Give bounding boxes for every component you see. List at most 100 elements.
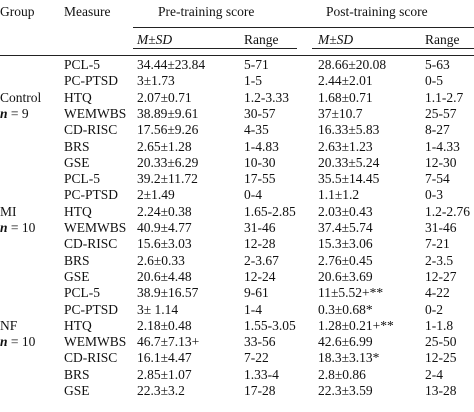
- cell-pre-msd: 2±1.49: [137, 187, 175, 203]
- cell-post-msd: 18.3±3.13*: [318, 350, 380, 366]
- cell-pre-msd: 2.6±0.33: [137, 252, 185, 268]
- cell-post-range: 4-22: [425, 285, 450, 301]
- cell-pre-range: 12-28: [244, 236, 276, 252]
- cell-measure: HTQ: [64, 89, 92, 105]
- cell-measure: CD-RISC: [64, 236, 118, 252]
- cell-post-range: 7-21: [425, 236, 450, 252]
- group-name: MI: [0, 203, 17, 219]
- cell-post-msd: 42.6±6.99: [318, 334, 373, 350]
- cell-measure: PC-PTSD: [64, 73, 119, 89]
- group-sample-size: n = 10: [0, 221, 35, 235]
- cell-post-range: 25-57: [425, 105, 457, 121]
- cell-pre-range: 9-61: [244, 285, 269, 301]
- cell-post-msd: 2.03±0.43: [318, 203, 373, 219]
- cell-post-msd: 37.4±5.74: [318, 220, 373, 235]
- cell-post-msd: 1.28±0.21+**: [318, 317, 394, 333]
- cell-measure: HTQ: [64, 203, 92, 219]
- cell-pre-range: 12-24: [244, 268, 276, 284]
- cell-pre-msd: 46.7±7.13+: [137, 334, 200, 350]
- cell-pre-range: 1.55-3.05: [244, 317, 296, 333]
- cell-measure: PC-PTSD: [64, 301, 119, 317]
- n-value: = 9: [7, 105, 29, 121]
- subheader-post-msd: M±SD: [318, 32, 354, 47]
- cell-pre-msd: 2.07±0.71: [137, 89, 192, 105]
- cell-measure: GSE: [64, 268, 90, 284]
- cell-pre-range: 0-4: [244, 187, 262, 203]
- cell-post-range: 8-27: [425, 122, 450, 138]
- cell-post-msd: 16.33±5.83: [318, 122, 380, 138]
- cell-post-msd: 35.5±14.45: [318, 171, 380, 187]
- cell-measure: BRS: [64, 252, 90, 268]
- cell-pre-range: 31-46: [244, 220, 276, 235]
- cell-post-range: 0-3: [425, 187, 443, 203]
- cell-post-range: 0-2: [425, 301, 443, 317]
- cell-pre-msd: 38.9±16.57: [137, 285, 199, 301]
- cell-post-msd: 2.44±2.01: [318, 73, 373, 89]
- cell-post-range: 1.1-2.7: [425, 89, 464, 105]
- cell-measure: BRS: [64, 366, 90, 382]
- cell-post-range: 31-46: [425, 220, 457, 235]
- cell-pre-range: 1-5: [244, 73, 262, 89]
- cell-pre-msd: 22.3±3.2: [137, 383, 185, 398]
- cell-pre-msd: 3± 1.14: [137, 301, 179, 317]
- cell-pre-msd: 39.2±11.72: [137, 171, 198, 187]
- cell-measure: PC-PTSD: [64, 187, 119, 203]
- cell-post-msd: 28.66±20.08: [318, 57, 387, 72]
- cell-pre-range: 30-57: [244, 105, 276, 121]
- cell-post-range: 5-63: [425, 57, 450, 72]
- col-header-measure: Measure: [64, 4, 111, 19]
- cell-post-msd: 2.63±1.23: [318, 138, 373, 154]
- cell-pre-range: 2-3.67: [244, 252, 279, 268]
- n-label: n: [0, 334, 8, 350]
- cell-pre-msd: 2.24±0.38: [137, 203, 192, 219]
- cell-post-msd: 1.68±0.71: [318, 89, 373, 105]
- subheader-pre-msd: M±SD: [137, 32, 173, 47]
- cell-pre-msd: 20.6±4.48: [137, 268, 192, 284]
- cell-pre-msd: 2.65±1.28: [137, 138, 192, 154]
- cell-pre-msd: 34.44±23.84: [137, 57, 206, 72]
- cell-post-range: 1.2-2.76: [425, 203, 470, 219]
- col-header-post-training: Post-training score: [326, 4, 428, 19]
- cell-post-range: 1-1.8: [425, 317, 454, 333]
- group-name: NF: [0, 317, 18, 333]
- group-name: Control: [0, 89, 42, 105]
- cell-measure: PCL-5: [64, 285, 101, 301]
- cell-measure: GSE: [64, 154, 90, 170]
- cell-pre-range: 5-71: [244, 57, 269, 72]
- cell-pre-range: 17-28: [244, 383, 276, 398]
- cell-post-msd: 11±5.52+**: [318, 285, 384, 301]
- header-subrule-pre: [133, 48, 297, 49]
- cell-pre-msd: 15.6±3.03: [137, 236, 192, 252]
- cell-pre-range: 1.2-3.33: [244, 89, 289, 105]
- cell-post-msd: 2.8±0.86: [318, 366, 366, 382]
- cell-post-range: 2-4: [425, 366, 443, 382]
- cell-pre-msd: 2.18±0.48: [137, 317, 192, 333]
- cell-post-msd: 37±10.7: [318, 105, 363, 121]
- cell-pre-range: 1.33-4: [244, 366, 279, 382]
- cell-pre-msd: 17.56±9.26: [137, 122, 199, 138]
- cell-post-range: 12-27: [425, 268, 457, 284]
- cell-post-msd: 1.1±1.2: [318, 187, 360, 203]
- cell-pre-range: 33-56: [244, 334, 276, 350]
- cell-pre-msd: 3±1.73: [137, 73, 175, 89]
- cell-post-msd: 20.33±5.24: [318, 154, 380, 170]
- n-value: = 10: [7, 334, 36, 350]
- cell-post-range: 12-25: [425, 350, 457, 366]
- cell-post-msd: 0.3±0.68*: [318, 301, 373, 317]
- cell-measure: HTQ: [64, 317, 92, 333]
- n-label: n: [0, 220, 8, 235]
- subheader-pre-range: Range: [244, 32, 279, 47]
- cell-pre-range: 17-55: [244, 171, 276, 187]
- cell-post-range: 13-28: [425, 383, 457, 398]
- cell-post-msd: 20.6±3.69: [318, 268, 373, 284]
- cell-measure: PCL-5: [64, 57, 101, 72]
- cell-post-range: 12-30: [425, 154, 457, 170]
- col-header-group: Group: [0, 4, 35, 19]
- cell-pre-range: 10-30: [244, 154, 276, 170]
- cell-post-range: 7-54: [425, 171, 450, 187]
- cell-post-range: 1-4.33: [425, 138, 460, 154]
- cell-post-msd: 2.76±0.45: [318, 252, 373, 268]
- cell-pre-msd: 38.89±9.61: [137, 105, 199, 121]
- header-subrule-post: [312, 48, 474, 49]
